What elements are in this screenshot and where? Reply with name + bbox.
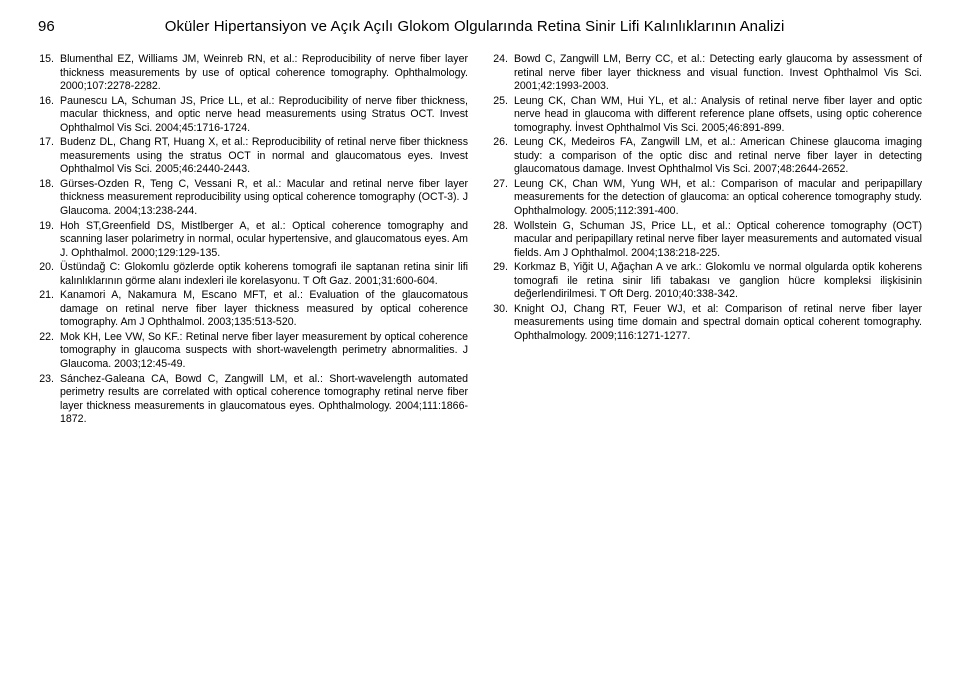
reference-text: Kanamori A, Nakamura M, Escano MFT, et a… <box>60 289 468 330</box>
reference-item: 25.Leung CK, Chan WM, Hui YL, et al.: An… <box>492 95 922 136</box>
reference-text: Leung CK, Chan WM, Hui YL, et al.: Analy… <box>514 95 922 136</box>
reference-number: 29. <box>492 261 514 302</box>
reference-number: 17. <box>38 136 60 177</box>
page-title: Oküler Hipertansiyon ve Açık Açılı Gloko… <box>165 18 785 35</box>
reference-item: 30.Knight OJ, Chang RT, Feuer WJ, et al:… <box>492 303 922 344</box>
reference-item: 27.Leung CK, Chan WM, Yung WH, et al.: C… <box>492 178 922 219</box>
reference-columns: 15.Blumenthal EZ, Williams JM, Weinreb R… <box>38 53 922 428</box>
references-column-right: 24.Bowd C, Zangwill LM, Berry CC, et al.… <box>492 53 922 428</box>
reference-number: 23. <box>38 373 60 427</box>
reference-text: Korkmaz B, Yiğit U, Ağaçhan A ve ark.: G… <box>514 261 922 302</box>
reference-text: Sánchez-Galeana CA, Bowd C, Zangwill LM,… <box>60 373 468 427</box>
reference-text: Bowd C, Zangwill LM, Berry CC, et al.: D… <box>514 53 922 94</box>
reference-item: 21.Kanamori A, Nakamura M, Escano MFT, e… <box>38 289 468 330</box>
reference-text: Mok KH, Lee VW, So KF.: Retinal nerve fi… <box>60 331 468 372</box>
reference-item: 17.Budenz DL, Chang RT, Huang X, et al.:… <box>38 136 468 177</box>
reference-item: 20.Üstündağ C: Glokomlu gözlerde optik k… <box>38 261 468 288</box>
reference-number: 21. <box>38 289 60 330</box>
reference-item: 28.Wollstein G, Schuman JS, Price LL, et… <box>492 220 922 261</box>
reference-text: Budenz DL, Chang RT, Huang X, et al.: Re… <box>60 136 468 177</box>
reference-number: 27. <box>492 178 514 219</box>
reference-item: 26.Leung CK, Medeiros FA, Zangwill LM, e… <box>492 136 922 177</box>
reference-item: 19.Hoh ST,Greenfield DS, Mistlberger A, … <box>38 220 468 261</box>
reference-number: 30. <box>492 303 514 344</box>
page-header: 96 Oküler Hipertansiyon ve Açık Açılı Gl… <box>38 18 922 35</box>
reference-item: 22.Mok KH, Lee VW, So KF.: Retinal nerve… <box>38 331 468 372</box>
reference-text: Leung CK, Chan WM, Yung WH, et al.: Comp… <box>514 178 922 219</box>
reference-number: 24. <box>492 53 514 94</box>
references-column-left: 15.Blumenthal EZ, Williams JM, Weinreb R… <box>38 53 468 428</box>
reference-text: Paunescu LA, Schuman JS, Price LL, et al… <box>60 95 468 136</box>
reference-number: 20. <box>38 261 60 288</box>
reference-number: 25. <box>492 95 514 136</box>
reference-number: 26. <box>492 136 514 177</box>
reference-item: 18.Gürses-Ozden R, Teng C, Vessani R, et… <box>38 178 468 219</box>
reference-text: Hoh ST,Greenfield DS, Mistlberger A, et … <box>60 220 468 261</box>
reference-text: Blumenthal EZ, Williams JM, Weinreb RN, … <box>60 53 468 94</box>
reference-number: 22. <box>38 331 60 372</box>
reference-item: 16.Paunescu LA, Schuman JS, Price LL, et… <box>38 95 468 136</box>
reference-text: Leung CK, Medeiros FA, Zangwill LM, et a… <box>514 136 922 177</box>
reference-number: 19. <box>38 220 60 261</box>
reference-item: 24.Bowd C, Zangwill LM, Berry CC, et al.… <box>492 53 922 94</box>
reference-text: Gürses-Ozden R, Teng C, Vessani R, et al… <box>60 178 468 219</box>
reference-item: 23.Sánchez-Galeana CA, Bowd C, Zangwill … <box>38 373 468 427</box>
reference-item: 29.Korkmaz B, Yiğit U, Ağaçhan A ve ark.… <box>492 261 922 302</box>
reference-text: Wollstein G, Schuman JS, Price LL, et al… <box>514 220 922 261</box>
page-number: 96 <box>38 18 55 35</box>
reference-text: Üstündağ C: Glokomlu gözlerde optik kohe… <box>60 261 468 288</box>
reference-number: 16. <box>38 95 60 136</box>
reference-number: 28. <box>492 220 514 261</box>
reference-text: Knight OJ, Chang RT, Feuer WJ, et al: Co… <box>514 303 922 344</box>
reference-item: 15.Blumenthal EZ, Williams JM, Weinreb R… <box>38 53 468 94</box>
reference-number: 15. <box>38 53 60 94</box>
reference-number: 18. <box>38 178 60 219</box>
